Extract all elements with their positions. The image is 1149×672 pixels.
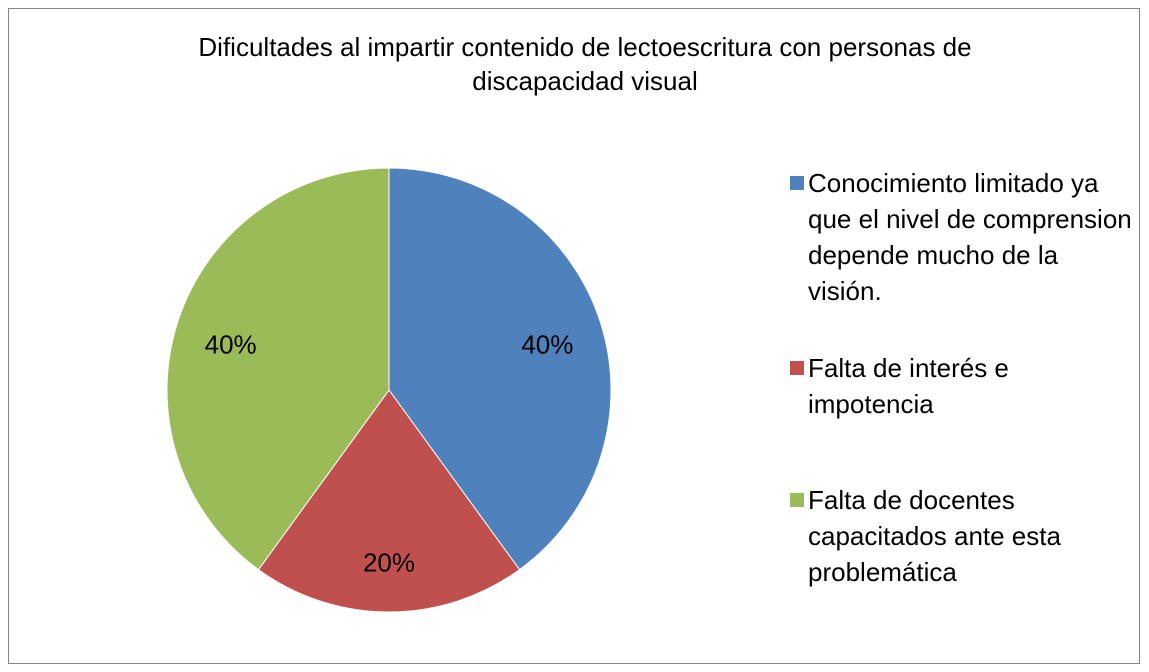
legend-swatch	[790, 176, 804, 190]
data-label: 20%	[363, 547, 415, 577]
legend-swatch	[790, 493, 804, 507]
legend-label: Conocimiento limitado ya que el nivel de…	[808, 168, 1132, 306]
pie-slice	[166, 167, 390, 571]
legend-swatch	[790, 361, 804, 375]
data-label: 40%	[205, 329, 257, 359]
pie-slice	[257, 389, 521, 613]
chart-title: Dificultades al impartir contenido de le…	[198, 32, 972, 96]
legend-label: Falta de docentes capacitados ante esta …	[808, 485, 1061, 587]
pie-slice	[388, 167, 612, 571]
data-label: 40%	[521, 329, 573, 359]
legend-label: Falta de interés e impotencia	[808, 353, 1009, 419]
